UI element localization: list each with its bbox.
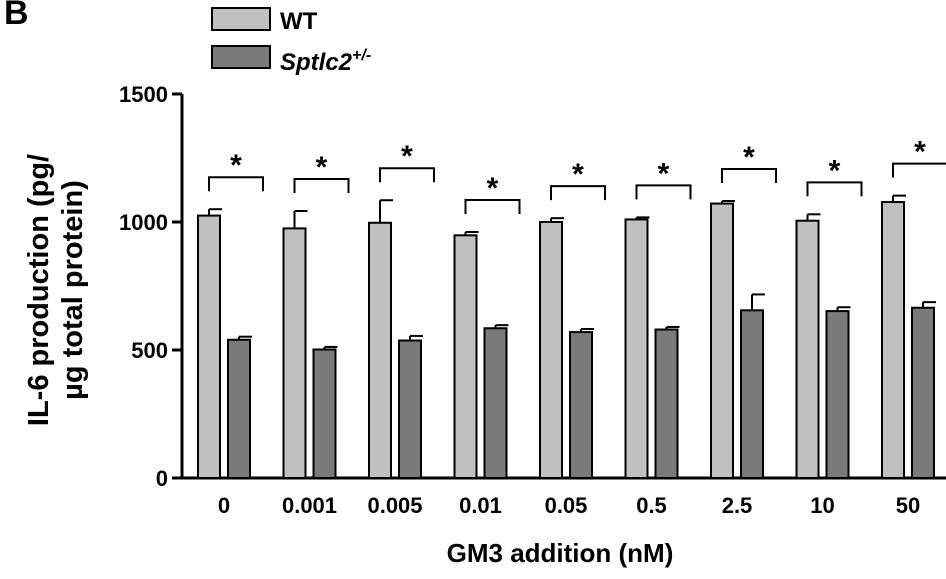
significance-star: * xyxy=(572,158,584,191)
bar xyxy=(624,218,649,479)
panel-label: B xyxy=(4,0,29,32)
x-tick-label: 50 xyxy=(896,493,920,518)
y-tick-label: 500 xyxy=(131,338,168,363)
significance-star: * xyxy=(914,136,926,169)
bar xyxy=(453,234,478,479)
significance-star: * xyxy=(829,154,841,187)
bar xyxy=(881,201,905,479)
significance-bracket xyxy=(806,181,863,197)
y-axis-title-line1: IL-6 production (pg/ xyxy=(23,154,55,426)
legend-label-wt: WT xyxy=(280,8,318,35)
axes: 0 500 1000 1500 0 0.001 0.005 0.01 0.05 0.5 2.5 10 5… xyxy=(119,82,946,518)
bar xyxy=(825,310,850,480)
significance-bracket xyxy=(293,177,350,193)
x-tick-label: 0.5 xyxy=(636,493,667,518)
bar xyxy=(398,339,422,480)
y-axis-title-line2: µg total protein) xyxy=(57,180,89,400)
significance-bracket xyxy=(635,184,692,200)
significance-star: * xyxy=(401,140,413,173)
x-tick-label: 2.5 xyxy=(722,493,753,518)
legend-swatch-wt xyxy=(211,7,271,31)
bar xyxy=(740,309,764,479)
significance-bracket xyxy=(379,167,435,183)
legend-label-sptlc2: Sptlc2+/- xyxy=(280,47,371,76)
bar xyxy=(282,227,307,479)
significance-bracket xyxy=(464,198,521,214)
y-tick-label: 0 xyxy=(156,466,168,491)
bar xyxy=(710,202,734,479)
bar xyxy=(197,214,221,479)
x-tick-label: 0 xyxy=(218,493,230,518)
y-axis-title: IL-6 production (pg/ µg total protein) xyxy=(23,154,89,426)
x-tick-label: 0.01 xyxy=(459,493,502,518)
bar xyxy=(569,331,593,479)
significance-star: * xyxy=(316,151,328,184)
bar xyxy=(483,327,508,479)
x-tick-label: 0.005 xyxy=(367,493,422,518)
significance-bracket xyxy=(550,185,606,201)
significance-brackets: * * * * * * * * * xyxy=(208,136,946,214)
x-tick-label: 0.05 xyxy=(545,493,588,518)
bar xyxy=(911,306,935,480)
significance-star: * xyxy=(658,157,670,190)
significance-star: * xyxy=(230,149,242,182)
significance-star: * xyxy=(487,172,499,205)
legend-label-sptlc2-base: Sptlc2 xyxy=(280,49,353,76)
bar xyxy=(227,338,251,480)
bar xyxy=(312,348,337,479)
significance-star: * xyxy=(743,141,755,174)
significance-bracket xyxy=(892,162,946,178)
significance-bracket xyxy=(208,176,264,192)
bar xyxy=(539,221,563,479)
x-axis-title: GM3 addition (nM) xyxy=(447,538,674,568)
legend-swatch-sptlc2 xyxy=(211,45,271,69)
bar xyxy=(368,221,392,479)
y-tick-label: 1500 xyxy=(119,82,168,107)
x-tick-label: 0.001 xyxy=(282,493,337,518)
bar xyxy=(654,328,679,479)
bar xyxy=(795,219,820,479)
y-tick-label: 1000 xyxy=(119,210,168,235)
significance-bracket xyxy=(721,168,777,184)
legend-label-sptlc2-sup: +/- xyxy=(352,47,371,64)
x-tick-label: 10 xyxy=(810,493,834,518)
bars xyxy=(197,194,936,480)
legend: WT Sptlc2+/- xyxy=(211,7,371,76)
